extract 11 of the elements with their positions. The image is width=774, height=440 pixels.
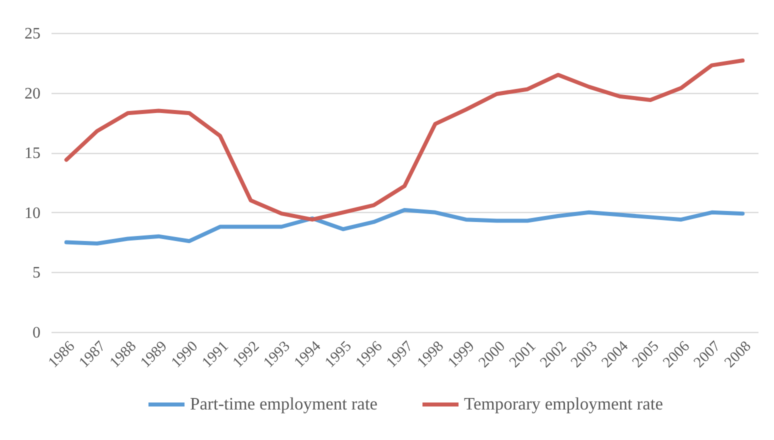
y-tick-label: 20 [24,85,40,102]
y-tick-label: 25 [24,26,40,42]
y-tick-label: 5 [32,264,40,282]
y-tick-label: 0 [32,324,40,342]
y-tick-label: 15 [24,145,40,162]
legend-label: Temporary employment rate [464,394,664,414]
line-series [64,58,745,222]
x-tick-label: 1991 [199,338,232,372]
legend-label: Part-time employment rate [190,394,378,414]
y-tick-label: 10 [24,204,40,222]
line-series [64,208,745,246]
